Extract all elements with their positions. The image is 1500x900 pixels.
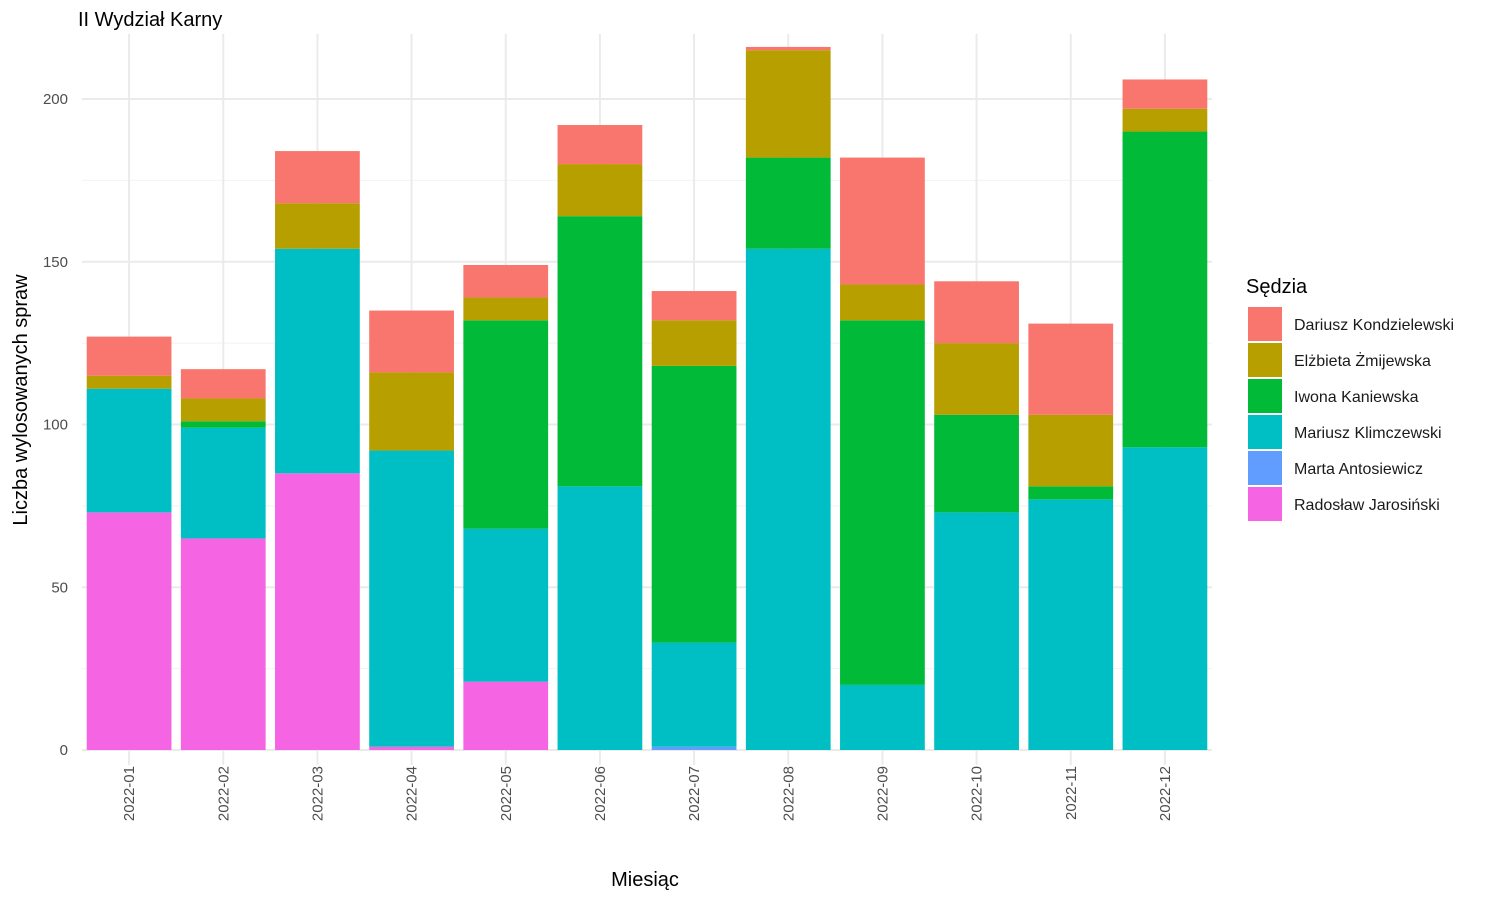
bar-segment [1028,323,1114,415]
bar-segment [369,450,454,747]
bar-segment [934,281,1019,344]
bar-segment [651,642,737,747]
bar-segment [651,320,737,366]
legend-swatch [1248,307,1282,341]
legend-label: Radosław Jarosiński [1294,497,1440,514]
x-tick-label: 2022-12 [1157,766,1174,821]
bar-segment [1122,447,1208,750]
bar-segment [463,528,549,682]
legend: Sędzia Dariusz Kondzielewski Elżbieta Żmi… [1246,276,1454,521]
x-tick-label: 2022-07 [686,766,703,821]
x-tick-label: 2022-10 [969,766,986,821]
y-tick-label: 200 [43,91,68,108]
bar-segment [86,336,172,376]
legend-swatch [1248,451,1282,485]
x-tick-label: 2022-01 [121,766,138,821]
bar-segment [840,320,925,685]
bar-segment [1028,486,1114,500]
bar-segment [1028,499,1114,750]
bar-segment [180,369,266,399]
x-tick-label: 2022-06 [592,766,609,821]
bar-segment [180,421,266,428]
bar-segment [840,684,925,750]
bar-segment [840,157,925,285]
bar-segment [180,427,266,539]
bar-segment [463,265,549,298]
legend-label: Dariusz Kondzielewski [1294,317,1454,334]
bar-segment [651,746,737,750]
y-tick-label: 0 [60,742,68,759]
legend-swatch [1248,415,1282,449]
x-tick-label: 2022-09 [874,766,891,821]
bar-segment [745,50,831,158]
bar-segment [86,388,172,513]
legend-label: Marta Antosiewicz [1294,461,1423,478]
bar-segment [180,538,266,750]
bar-segment [86,512,172,750]
x-tick-label: 2022-02 [215,766,232,821]
bar-segment [934,512,1019,750]
x-tick-label: 2022-05 [498,766,515,821]
x-tick-label: 2022-04 [404,766,421,821]
y-tick-label: 100 [43,417,68,434]
bars-layer [86,46,1208,751]
bar-segment [745,157,831,249]
bar-segment [275,151,360,204]
bar-segment [1122,108,1208,132]
x-tick-label: 2022-03 [309,766,326,821]
bar-segment [275,203,360,249]
bar-segment [463,320,549,529]
bar-segment [557,125,643,165]
bar-segment [934,414,1019,513]
bar-segment [86,375,172,389]
bar-segment [557,216,643,487]
bar-segment [463,681,549,750]
bar-segment [651,291,737,321]
bar-segment [180,398,266,422]
bar-segment [934,343,1019,415]
bar-segment [275,248,360,474]
bar-segment [275,473,360,750]
y-tick-label: 150 [43,254,68,271]
bar-segment [651,365,737,643]
legend-label: Mariusz Klimczewski [1294,425,1442,442]
bar-segment [557,486,643,750]
chart-title: II Wydział Karny [78,9,222,31]
bar-segment [745,248,831,751]
bar-segment [369,746,454,750]
x-tick-label: 2022-11 [1063,766,1080,820]
y-tick-label: 50 [51,579,68,596]
bar-segment [1122,131,1208,448]
legend-swatch [1248,487,1282,521]
x-tick-label: 2022-08 [780,766,797,821]
bar-segment [557,164,643,217]
bar-segment [840,284,925,321]
x-axis-title: Miesiąc [611,869,679,891]
bar-segment [745,46,831,51]
bar-segment [369,372,454,451]
axis-layer: 0 50 100 150 200 2022-01 2022-02 2022-03 2022-04… [43,91,1174,821]
legend-label: Iwona Kaniewska [1294,389,1419,406]
legend-swatch [1248,343,1282,377]
bar-segment [1122,79,1208,109]
bar-segment [463,297,549,321]
legend-title: Sędzia [1246,276,1308,298]
legend-label: Elżbieta Żmijewska [1294,351,1431,370]
bar-segment [369,310,454,373]
y-axis-title: Liczba wylosowanych spraw [10,274,32,526]
bar-segment [1028,414,1114,487]
legend-swatch [1248,379,1282,413]
